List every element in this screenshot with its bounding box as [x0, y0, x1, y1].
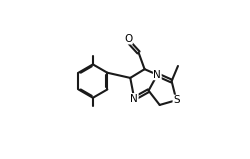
Text: O: O [124, 34, 132, 44]
Text: N: N [153, 70, 160, 80]
Text: S: S [172, 95, 179, 105]
Text: N: N [130, 94, 138, 104]
